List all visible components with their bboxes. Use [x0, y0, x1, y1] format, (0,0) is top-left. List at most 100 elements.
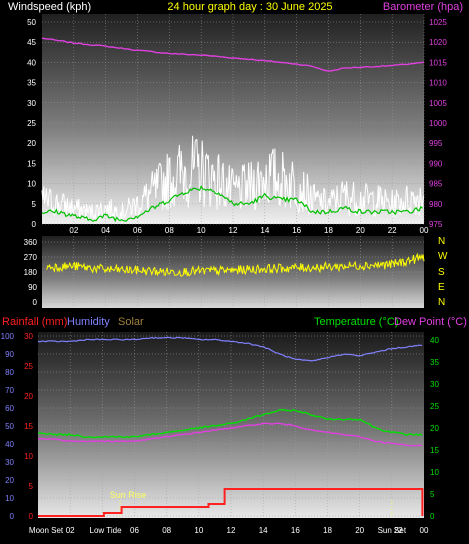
direction-axis: 0 90 180 270 360	[24, 238, 38, 307]
rainfall-tick: 30	[24, 332, 33, 341]
dewpoint-title: Dew Point (°C)	[394, 316, 467, 328]
temperature-tick: 20	[430, 424, 439, 433]
barometer-axis: 975 980 985 990 995 1000 1005 1010 1015 1020 1025	[429, 18, 447, 229]
event-label: 22	[394, 526, 403, 535]
wind-average-line	[41, 185, 423, 223]
humidity-line	[37, 336, 423, 362]
windspeed-tick: 45	[27, 38, 36, 47]
rain-temp-time-tick: 08	[162, 526, 171, 535]
temperature-tick: 15	[430, 446, 439, 455]
windspeed-tick: 15	[27, 159, 36, 168]
rainfall-tick: 25	[24, 362, 33, 371]
windspeed-tick: 30	[27, 99, 36, 108]
wind-time-tick: 22	[388, 226, 397, 235]
direction-series	[46, 252, 425, 277]
direction-panel-grid	[42, 236, 424, 308]
rainfall-line	[38, 488, 424, 517]
rain-temp-time-tick: 00	[420, 526, 429, 535]
humidity-tick: 50	[5, 422, 14, 431]
wind-time-tick: 18	[324, 226, 333, 235]
rain-temp-time-tick: 06	[130, 526, 139, 535]
compass-label: N	[438, 297, 445, 308]
wind-time-tick: 14	[260, 226, 269, 235]
rainfall-tick: 10	[24, 452, 33, 461]
rain-temp-time-axis: 02 06 08 10 12 14 16 18 20 00 Moon Set Low Tide Sun …	[29, 526, 429, 535]
rainfall-tick: 5	[29, 482, 34, 491]
humidity-tick: 90	[5, 350, 14, 359]
wind-time-tick: 10	[197, 226, 206, 235]
compass-label: S	[438, 267, 445, 278]
temperature-tick: 25	[430, 402, 439, 411]
compass-label: N	[438, 236, 445, 247]
temperature-tick: 35	[430, 358, 439, 367]
temperature-tick: 30	[430, 380, 439, 389]
barometer-tick: 990	[429, 159, 443, 168]
rain-temp-grid	[38, 332, 424, 518]
windspeed-tick: 35	[27, 79, 36, 88]
chart-date-title: 24 hour graph day : 30 June 2025	[167, 1, 332, 13]
barometer-title: Barometer (hpa)	[383, 1, 463, 13]
barometer-tick: 1015	[429, 58, 447, 67]
direction-tick: 180	[24, 268, 38, 277]
direction-tick: 360	[24, 238, 38, 247]
temperature-tick: 10	[430, 468, 439, 477]
rainfall-axis: 0 5 10 15 20 25 30	[24, 332, 33, 521]
event-label: Sun Set	[378, 526, 407, 535]
wind-time-tick: 12	[229, 226, 238, 235]
barometer-tick: 985	[429, 180, 443, 189]
temperature-axis: 0 5 10 15 20 25 30 35 40	[430, 336, 439, 521]
humidity-title: Humidity	[67, 316, 110, 328]
wind-time-axis: 02 04 06 08 10 12 14 16 18 20 22 00	[69, 226, 429, 235]
wind-time-tick: 08	[165, 226, 174, 235]
rain-temp-time-tick: 20	[355, 526, 364, 535]
windspeed-title: Windspeed (kph)	[8, 1, 91, 13]
event-label: Low Tide	[90, 526, 123, 535]
barometer-tick: 1020	[429, 38, 447, 47]
direction-tick: 270	[24, 253, 38, 262]
barometer-tick: 1005	[429, 99, 447, 108]
wind-direction-line	[46, 252, 425, 277]
barometer-tick: 980	[429, 200, 443, 209]
rain-temp-time-tick: 18	[323, 526, 332, 535]
rain-temp-series: Sun Rise	[37, 336, 424, 518]
windspeed-tick: 0	[32, 220, 37, 229]
wind-panel-series	[41, 37, 425, 223]
rainfall-tick: 20	[24, 392, 33, 401]
barometer-tick: 1025	[429, 18, 447, 27]
humidity-tick: 80	[5, 368, 14, 377]
humidity-tick: 20	[5, 476, 14, 485]
windspeed-line	[41, 135, 425, 222]
humidity-tick: 60	[5, 404, 14, 413]
barometer-line	[41, 37, 425, 72]
rain-temp-time-tick: 12	[227, 526, 236, 535]
humidity-tick: 10	[5, 494, 14, 503]
temperature-tick: 5	[430, 490, 435, 499]
rainfall-tick: 0	[29, 512, 34, 521]
temperature-title: Temperature (°C)	[314, 316, 398, 328]
compass-label: W	[438, 251, 448, 262]
direction-tick: 90	[28, 283, 37, 292]
barometer-tick: 975	[429, 220, 443, 229]
solar-title: Solar	[118, 316, 144, 328]
event-label: Moon Set	[29, 526, 64, 535]
windspeed-tick: 50	[27, 18, 36, 27]
rainfall-title: Rainfall (mm)	[2, 316, 67, 328]
rain-temp-time-tick: 10	[194, 526, 203, 535]
temperature-tick: 0	[430, 512, 435, 521]
humidity-axis: 0 10 20 30 40 50 60 70 80 90 100	[1, 332, 15, 521]
compass-label: E	[438, 282, 445, 293]
barometer-tick: 1000	[429, 119, 447, 128]
windspeed-axis: 0 5 10 15 20 25 30 35 40 45 50	[27, 18, 36, 229]
wind-time-tick: 04	[101, 226, 110, 235]
humidity-tick: 100	[1, 332, 15, 341]
sun-rise-label: Sun Rise	[110, 490, 147, 500]
windspeed-tick: 25	[27, 119, 36, 128]
windspeed-tick: 40	[27, 58, 36, 67]
rain-temp-time-tick: 14	[259, 526, 268, 535]
humidity-tick: 30	[5, 458, 14, 467]
dew-point-line	[37, 422, 423, 447]
windspeed-tick: 20	[27, 139, 36, 148]
humidity-tick: 0	[10, 512, 15, 521]
